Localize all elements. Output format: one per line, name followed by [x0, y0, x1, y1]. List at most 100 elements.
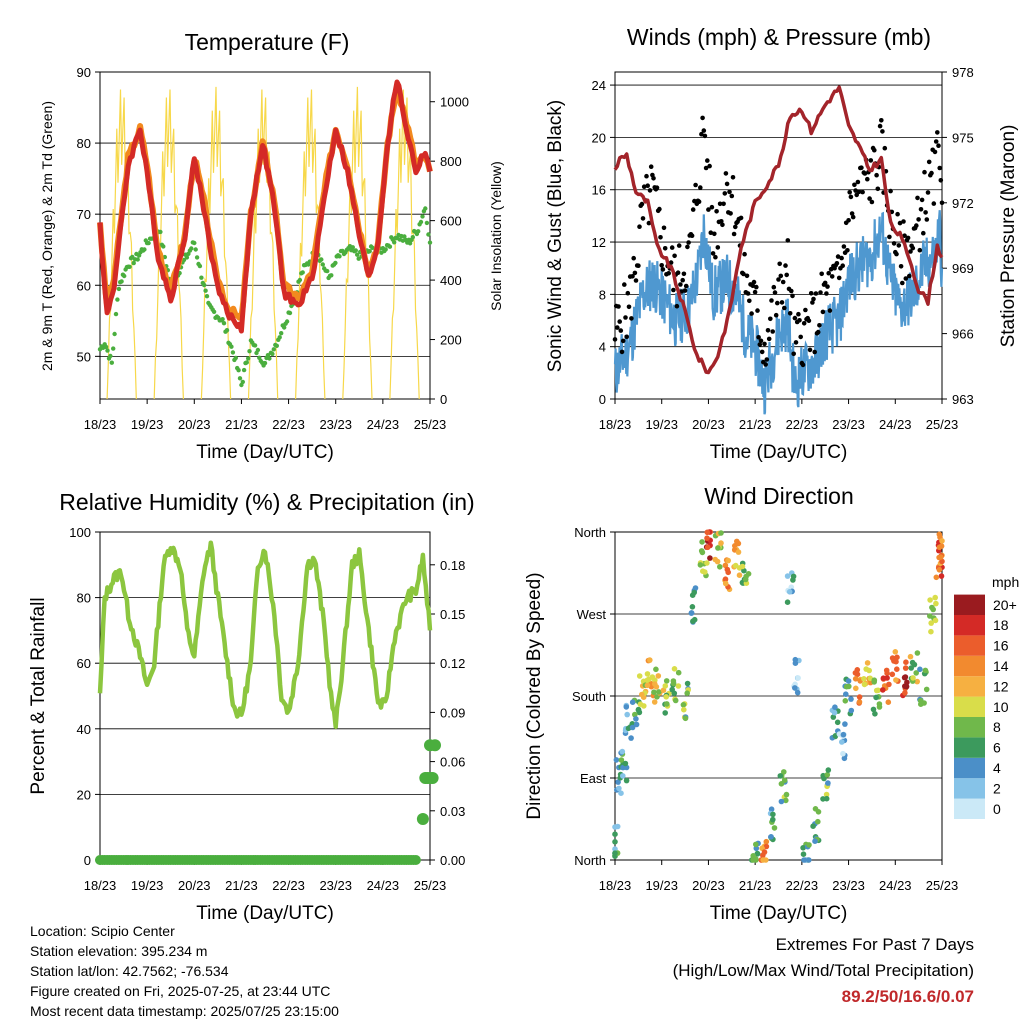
- gust-point: [713, 254, 718, 260]
- direction-point: [894, 654, 900, 661]
- direction-point: [722, 580, 729, 587]
- direction-point: [653, 666, 659, 673]
- gust-point: [624, 334, 629, 340]
- gust-point: [926, 159, 932, 165]
- x-tick-label: 18/23: [84, 878, 117, 893]
- direction-point: [936, 567, 943, 573]
- direction-point: [848, 707, 855, 714]
- dewpoint-point: [407, 241, 413, 246]
- y-tick-label: 60: [77, 656, 91, 671]
- dewpoint-point: [423, 206, 428, 211]
- gust-point: [733, 224, 738, 230]
- legend-label: 14: [993, 658, 1009, 674]
- dewpoint-point: [410, 235, 415, 240]
- direction-point: [718, 530, 724, 536]
- x-tick-label: 22/23: [786, 417, 819, 432]
- gust-point: [755, 308, 760, 313]
- gust-point: [910, 245, 916, 251]
- dewpoint-point: [181, 257, 187, 263]
- legend-label: 10: [993, 699, 1009, 715]
- gust-point: [776, 277, 781, 282]
- direction-point: [923, 686, 930, 693]
- direction-point: [873, 687, 880, 694]
- gust-point: [654, 185, 660, 190]
- gust-point: [875, 186, 881, 192]
- direction-point: [647, 657, 653, 663]
- direction-point: [938, 554, 944, 560]
- gust-point: [702, 133, 708, 139]
- gust-point: [846, 218, 851, 223]
- gust-point: [618, 328, 624, 333]
- direction-point: [612, 839, 618, 845]
- direction-point: [909, 659, 916, 666]
- gust-point: [770, 329, 775, 334]
- direction-point: [831, 709, 838, 716]
- direction-point: [770, 811, 776, 818]
- dewpoint-point: [284, 319, 290, 324]
- x-tick-label: 19/23: [131, 878, 164, 893]
- y-tick-label: 70: [77, 207, 91, 222]
- gust-point: [690, 207, 696, 212]
- gust-point: [666, 271, 671, 276]
- direction-point: [889, 655, 896, 661]
- gust-point: [722, 191, 728, 196]
- direction-point: [655, 673, 662, 679]
- direction-point: [930, 606, 936, 613]
- legend-swatch: [954, 737, 985, 758]
- x-tick-label: 21/23: [225, 878, 258, 893]
- y2-tick-label: 0.18: [440, 558, 465, 573]
- direction-point: [761, 849, 768, 855]
- direction-point: [871, 677, 878, 683]
- gust-point: [801, 321, 807, 326]
- dewpoint-point: [420, 214, 425, 219]
- gust-point: [612, 337, 618, 342]
- gust-point: [867, 196, 872, 201]
- gust-point: [648, 164, 654, 169]
- y-tick-label: 50: [77, 349, 91, 364]
- gust-point: [669, 245, 675, 250]
- direction-point: [872, 711, 878, 717]
- gust-point: [658, 235, 663, 240]
- direction-point: [651, 699, 658, 705]
- y-tick-label: East: [580, 771, 606, 786]
- dewpoint-point: [105, 348, 110, 353]
- gust-point: [916, 217, 921, 222]
- gust-point: [662, 246, 668, 251]
- dewpoint-point: [353, 248, 358, 253]
- direction-point: [644, 682, 651, 689]
- dewpoint-point: [297, 277, 303, 283]
- gust-point: [772, 290, 778, 295]
- dewpoint-point: [237, 376, 243, 381]
- gust-point: [818, 290, 823, 295]
- direction-point: [903, 659, 909, 665]
- gust-point: [902, 233, 907, 238]
- gust-point: [784, 272, 789, 278]
- gust-point: [803, 307, 808, 313]
- gust-point: [685, 244, 690, 250]
- dewpoint-point: [247, 349, 252, 354]
- dewpoint-point: [189, 246, 194, 251]
- gust-point: [771, 284, 777, 290]
- gust-point: [629, 316, 634, 321]
- legend-label: 20+: [993, 597, 1017, 613]
- direction-point: [939, 538, 945, 544]
- direction-point: [901, 674, 908, 681]
- gust-point: [936, 143, 941, 148]
- gust-point: [812, 349, 817, 355]
- direction-point: [842, 721, 848, 727]
- direction-point: [917, 666, 923, 673]
- gust-point: [773, 312, 779, 318]
- gust-point: [657, 206, 662, 212]
- gust-point: [829, 274, 835, 279]
- direction-point: [884, 670, 890, 676]
- gust-point: [710, 251, 716, 256]
- direction-point: [933, 600, 939, 607]
- direction-point: [936, 531, 943, 538]
- direction-point: [753, 841, 759, 848]
- gust-point: [785, 238, 791, 243]
- gust-point: [745, 291, 751, 296]
- gust-point: [762, 341, 767, 347]
- gust-point: [779, 300, 785, 305]
- dewpoint-point: [193, 247, 198, 252]
- legend-label: 12: [993, 678, 1009, 694]
